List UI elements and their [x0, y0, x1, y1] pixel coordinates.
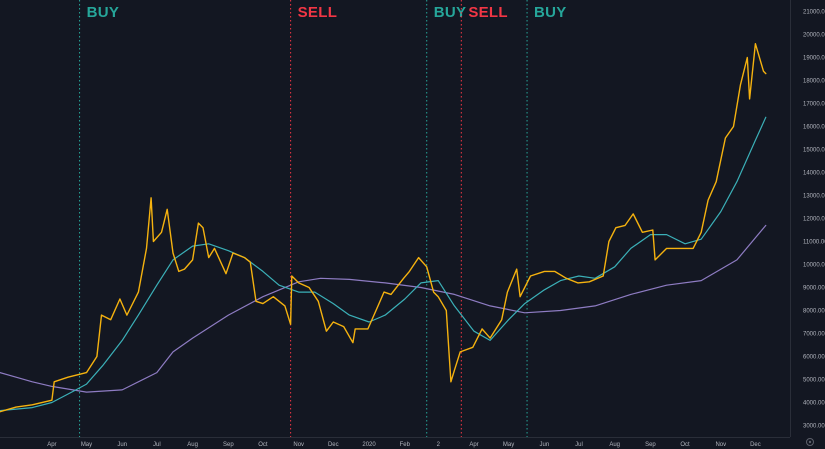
price-tick-label: 13000.00 — [803, 194, 825, 200]
time-tick-label: Jul — [153, 442, 161, 448]
signal-label-buy: BUY — [434, 4, 467, 21]
price-axis[interactable]: 3000.00 4000.00 5000.00 6000.00 7000.00 8000.… — [803, 10, 825, 430]
signal-label-buy: BUY — [87, 4, 120, 21]
time-tick-label: Aug — [187, 442, 198, 448]
price-tick-label: 4000.00 — [803, 401, 825, 407]
time-tick-label: Jun — [117, 442, 127, 448]
time-tick-label: Dec — [328, 442, 339, 448]
price-tick-label: 21000.00 — [803, 10, 825, 16]
price-tick-label: 11000.00 — [803, 240, 825, 246]
time-tick-label: Nov — [293, 442, 304, 448]
time-tick-label: Oct — [258, 442, 268, 448]
time-tick-label: 2020 — [362, 442, 376, 448]
price-tick-label: 18000.00 — [803, 79, 825, 85]
time-tick-label: Jun — [540, 442, 550, 448]
time-tick-label: 2 — [437, 442, 441, 448]
price-tick-label: 17000.00 — [803, 102, 825, 108]
price-tick-label: 8000.00 — [803, 309, 825, 315]
price-tick-label: 15000.00 — [803, 148, 825, 154]
signal-label-sell: SELL — [298, 4, 338, 21]
time-tick-label: Oct — [680, 442, 690, 448]
time-tick-label: Sep — [223, 442, 234, 448]
series-lines — [0, 43, 767, 413]
price-tick-label: 10000.00 — [803, 263, 825, 269]
price-tick-label: 7000.00 — [803, 332, 825, 338]
signal-label-buy: BUY — [534, 4, 567, 21]
time-tick-label: May — [81, 442, 92, 448]
price-tick-label: 14000.00 — [803, 171, 825, 177]
time-tick-label: Nov — [715, 442, 726, 448]
time-tick-label: Apr — [47, 442, 56, 448]
time-tick-label: Jul — [575, 442, 583, 448]
price-tick-label: 20000.00 — [803, 33, 825, 39]
time-axis[interactable]: Apr May Jun Jul Aug Sep Oct Nov Dec 2020 Feb 2 Apr Ma… — [47, 442, 761, 448]
time-tick-label: May — [503, 442, 514, 448]
time-tick-label: Feb — [400, 442, 411, 448]
signal-label-sell: SELL — [468, 4, 508, 21]
fast-average-line — [0, 116, 767, 412]
price-tick-label: 12000.00 — [803, 217, 825, 223]
price-tick-label: 3000.00 — [803, 424, 825, 430]
time-tick-label: Sep — [645, 442, 656, 448]
price-tick-label: 19000.00 — [803, 56, 825, 62]
time-tick-label: Apr — [469, 442, 478, 448]
axis-settings-gear-icon[interactable] — [806, 438, 814, 446]
time-tick-label: Dec — [750, 442, 761, 448]
price-tick-label: 16000.00 — [803, 125, 825, 131]
time-tick-label: Aug — [609, 442, 620, 448]
price-line — [0, 43, 767, 413]
price-axis-panel — [790, 0, 825, 449]
price-tick-label: 5000.00 — [803, 378, 825, 384]
slow-average-line — [0, 224, 767, 393]
signal-markers: BUY SELL BUY SELL BUY — [79, 0, 567, 437]
price-tick-label: 9000.00 — [803, 286, 825, 292]
price-tick-label: 6000.00 — [803, 355, 825, 361]
